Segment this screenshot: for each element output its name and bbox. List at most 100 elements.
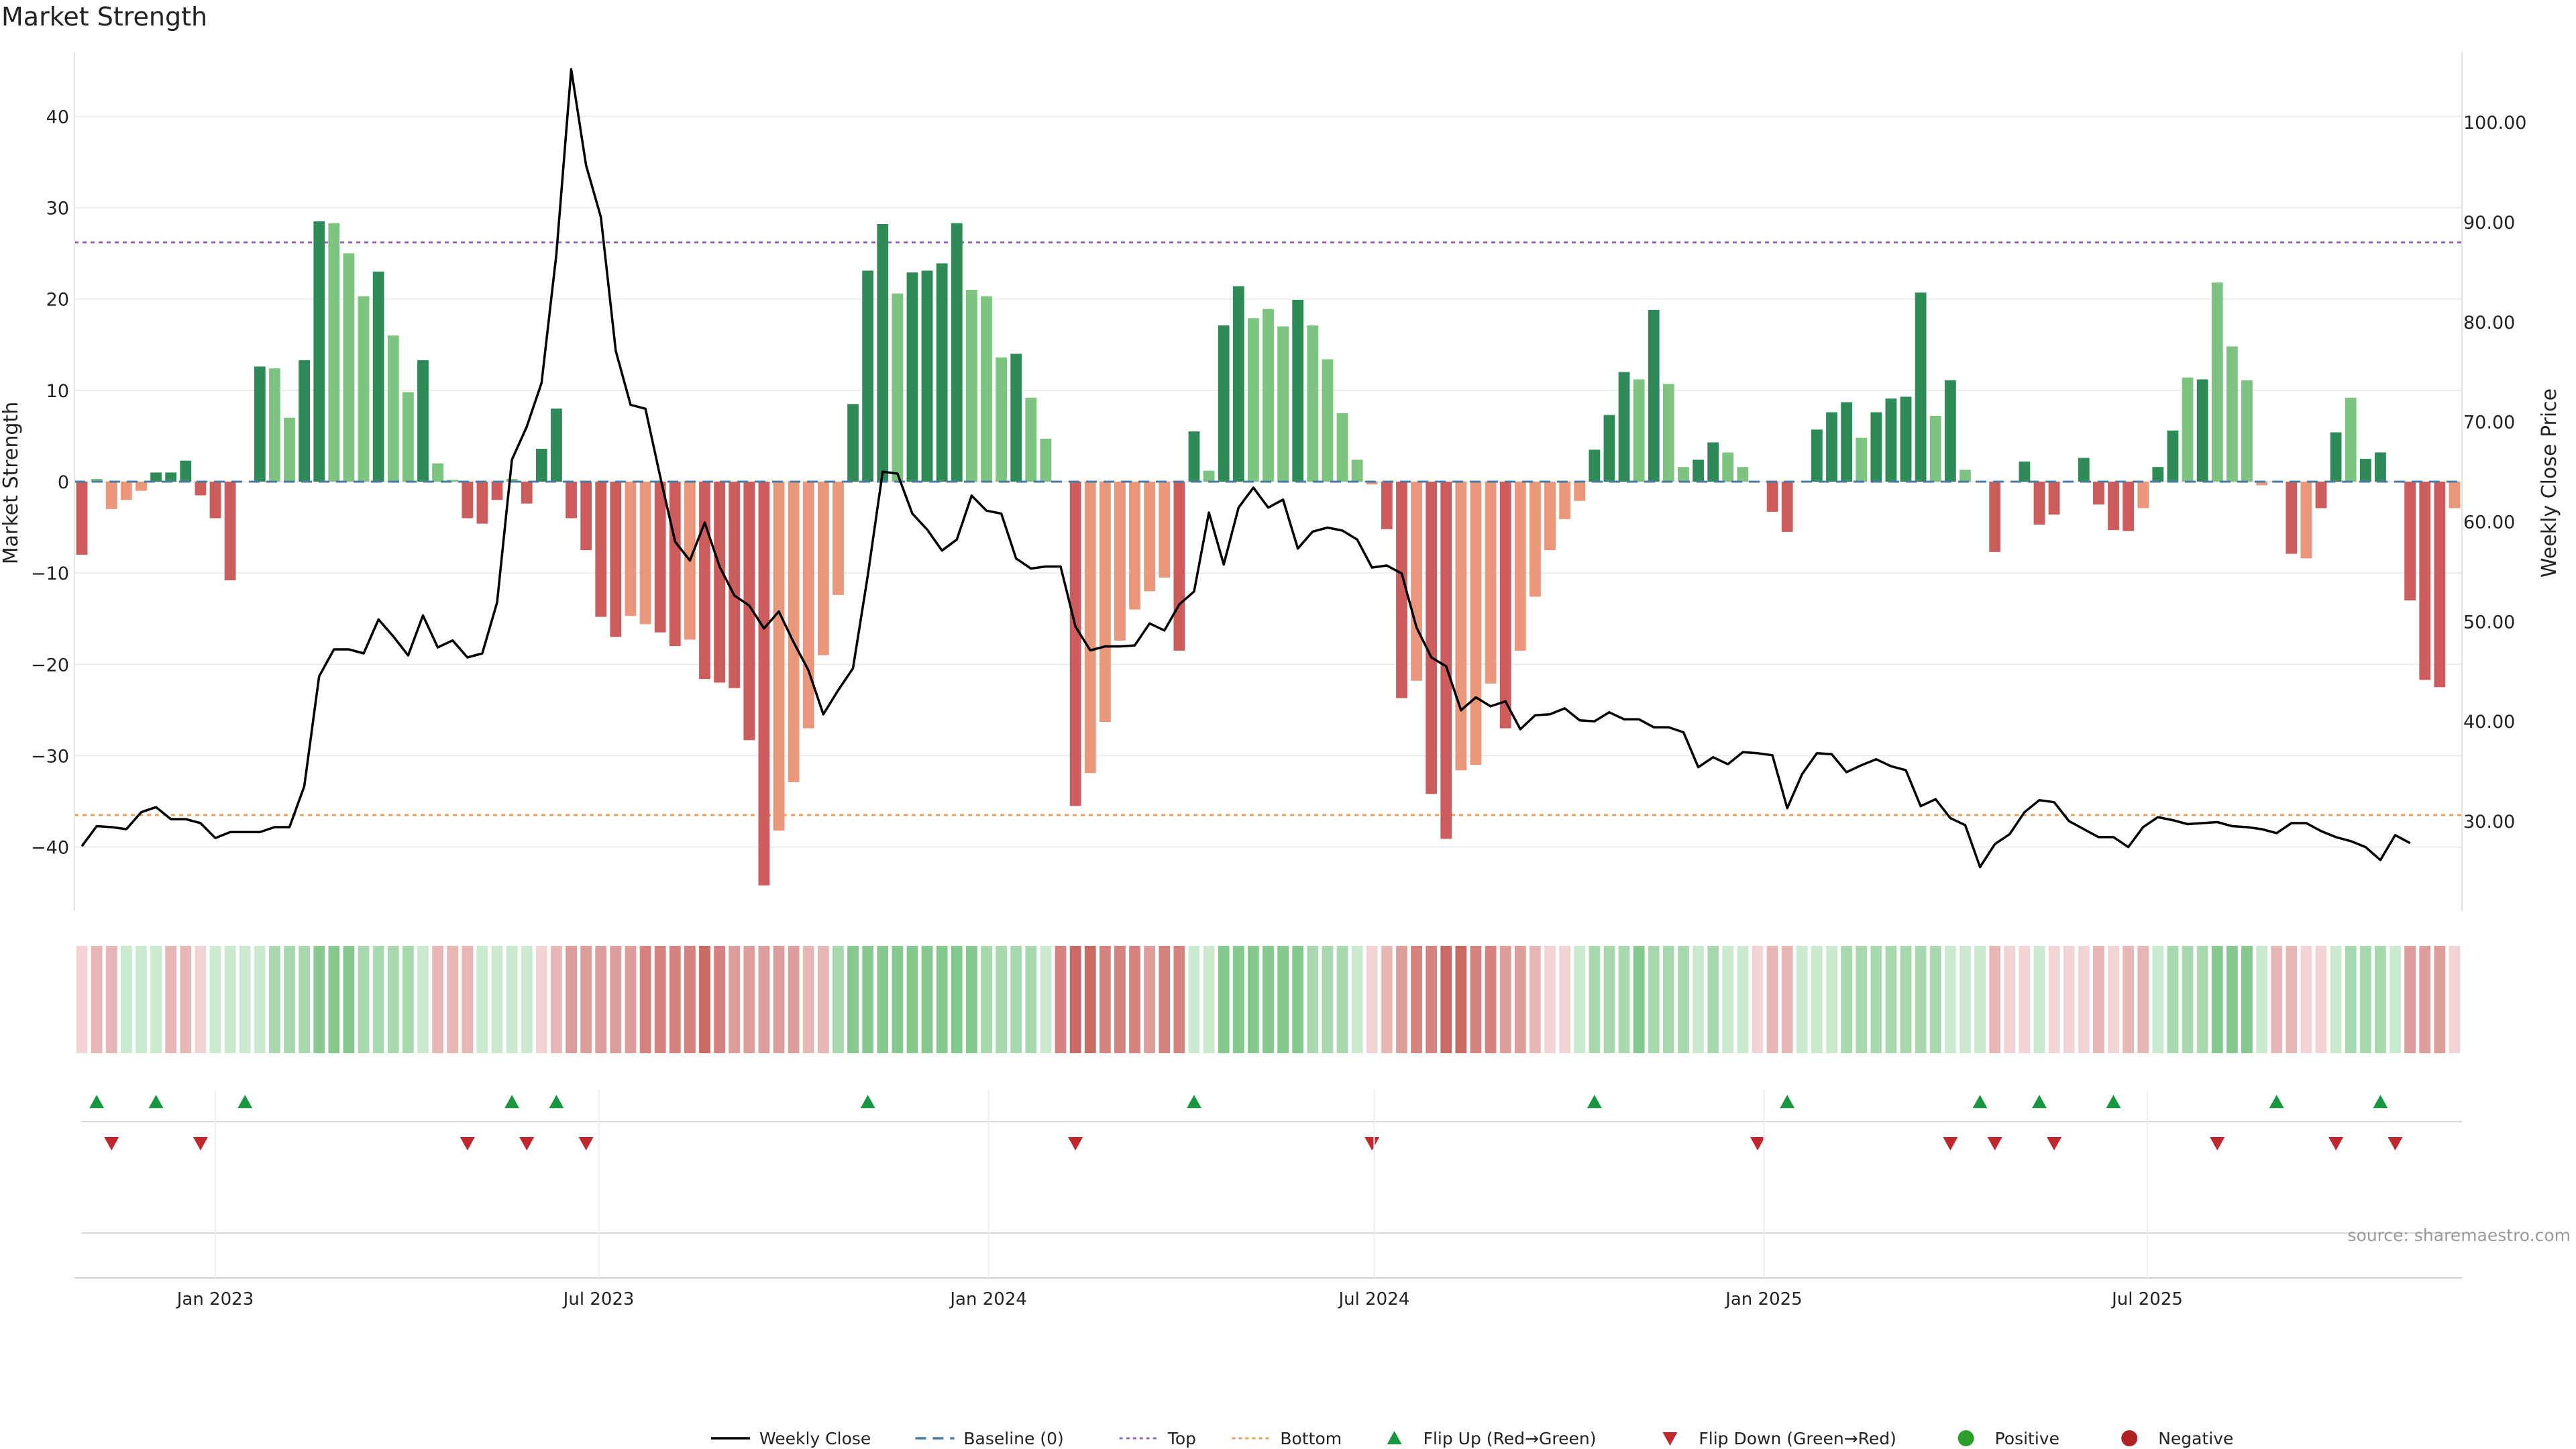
band-cell bbox=[2137, 946, 2149, 1053]
band-cell bbox=[2019, 946, 2031, 1053]
strength-bar bbox=[1396, 482, 1407, 698]
strength-bar bbox=[1915, 292, 1927, 482]
strength-bar bbox=[639, 482, 651, 625]
band-cell bbox=[462, 946, 474, 1053]
flip-up-marker bbox=[237, 1095, 253, 1108]
band-cell bbox=[269, 946, 280, 1053]
flip-up-marker bbox=[2106, 1095, 2121, 1108]
legend-label: Weekly Close bbox=[759, 1429, 871, 1448]
strength-bar bbox=[402, 392, 414, 482]
band-cell bbox=[343, 946, 355, 1053]
band-cell bbox=[2152, 946, 2164, 1053]
band-cell bbox=[1129, 946, 1140, 1053]
legend-item-close: Weekly Close bbox=[711, 1429, 871, 1448]
x-tick-label: Jan 2025 bbox=[1724, 1289, 1803, 1309]
strength-bar bbox=[2182, 377, 2194, 482]
band-cell bbox=[239, 946, 251, 1053]
strength-bar bbox=[1648, 310, 1660, 482]
strength-bar bbox=[654, 482, 666, 633]
strength-bar bbox=[847, 404, 859, 482]
band-cell bbox=[1440, 946, 1452, 1053]
strength-bar bbox=[1322, 359, 1334, 482]
band-cell bbox=[877, 946, 889, 1053]
strength-bar bbox=[2315, 482, 2327, 508]
flip-up-marker bbox=[1972, 1095, 1988, 1108]
flip-up-marker bbox=[2031, 1095, 2047, 1108]
band-cell bbox=[1781, 946, 1793, 1053]
band-cell bbox=[2048, 946, 2060, 1053]
strength-bar bbox=[2449, 482, 2461, 508]
band-cell bbox=[1099, 946, 1111, 1053]
strength-bar bbox=[862, 270, 874, 482]
strength-bar bbox=[610, 482, 622, 637]
strength-bar bbox=[2241, 380, 2253, 482]
band-cell bbox=[1707, 946, 1719, 1053]
legend: Weekly Close Baseline (0) Top Bottom Flip Up… bbox=[711, 1429, 2233, 1448]
strength-bar bbox=[1544, 482, 1556, 551]
band-cell bbox=[491, 946, 503, 1053]
strength-bar bbox=[1411, 482, 1422, 681]
y2-tick-label: 60.00 bbox=[2463, 513, 2515, 533]
legend-item-baseline: Baseline (0) bbox=[915, 1429, 1064, 1448]
band-cell bbox=[2241, 946, 2253, 1053]
band-cell bbox=[2033, 946, 2045, 1053]
band-cell bbox=[1514, 946, 1526, 1053]
strength-bar bbox=[1263, 309, 1274, 482]
strength-bar bbox=[2048, 482, 2060, 515]
band-cell bbox=[1188, 946, 1200, 1053]
band-cell bbox=[1559, 946, 1571, 1053]
strength-bar bbox=[254, 366, 266, 482]
flip-markers bbox=[81, 1095, 2462, 1234]
strength-bar bbox=[1766, 482, 1778, 512]
strength-bar bbox=[1900, 396, 1912, 482]
band-cell bbox=[1618, 946, 1630, 1053]
strength-bar bbox=[1929, 415, 1941, 482]
legend-swatch bbox=[2121, 1430, 2138, 1446]
band-cell bbox=[833, 946, 844, 1053]
band-cell bbox=[1589, 946, 1601, 1053]
band-cell bbox=[387, 946, 399, 1053]
strength-bar bbox=[743, 482, 755, 741]
band-cell bbox=[209, 946, 221, 1053]
strength-bar bbox=[2019, 462, 2031, 482]
strength-bar bbox=[833, 482, 844, 595]
band-cell bbox=[684, 946, 696, 1053]
strength-bar bbox=[1960, 470, 1971, 482]
band-cell bbox=[1974, 946, 1986, 1053]
flip-up-marker bbox=[148, 1095, 164, 1108]
y-tick-label: −10 bbox=[31, 564, 69, 584]
flip-down-marker bbox=[2047, 1137, 2062, 1150]
strength-bar bbox=[1856, 437, 1868, 482]
band-cell bbox=[1737, 946, 1749, 1053]
band-cell bbox=[699, 946, 710, 1053]
band-cell bbox=[847, 946, 859, 1053]
band-cell bbox=[906, 946, 918, 1053]
strength-bar bbox=[476, 482, 488, 524]
strength-bar bbox=[1114, 482, 1126, 641]
strength-bar bbox=[1529, 482, 1541, 597]
strength-bar bbox=[313, 221, 325, 482]
strength-bar bbox=[1099, 482, 1111, 722]
band-cell bbox=[432, 946, 443, 1053]
strength-bar bbox=[1885, 398, 1897, 482]
y-tick-label: 0 bbox=[58, 472, 69, 493]
strength-bar bbox=[1455, 482, 1467, 771]
band-cell bbox=[996, 946, 1007, 1053]
strength-bar bbox=[906, 272, 918, 482]
band-cell bbox=[2078, 946, 2090, 1053]
flip-up-marker bbox=[1587, 1095, 1602, 1108]
strength-bar bbox=[2359, 458, 2371, 482]
strength-bar bbox=[551, 409, 562, 482]
band-cell bbox=[1766, 946, 1778, 1053]
band-cell bbox=[2108, 946, 2119, 1053]
band-cell bbox=[1796, 946, 1808, 1053]
strength-bar bbox=[714, 482, 725, 683]
band-cell bbox=[1010, 946, 1022, 1053]
strength-bar bbox=[921, 270, 933, 482]
strength-bar bbox=[758, 482, 770, 885]
x-tick-label: Jul 2025 bbox=[2110, 1289, 2183, 1309]
strength-bar bbox=[1173, 482, 1185, 651]
strength-bar bbox=[788, 482, 800, 782]
strength-bar bbox=[1381, 482, 1393, 529]
legend-item-positive: Positive bbox=[1957, 1429, 2059, 1448]
